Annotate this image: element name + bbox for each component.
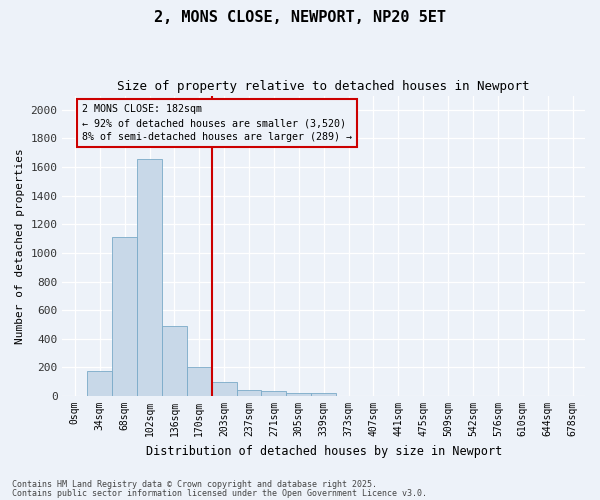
Bar bbox=[137, 158, 162, 396]
Text: Contains public sector information licensed under the Open Government Licence v3: Contains public sector information licen… bbox=[12, 490, 427, 498]
X-axis label: Distribution of detached houses by size in Newport: Distribution of detached houses by size … bbox=[146, 444, 502, 458]
Bar bbox=[187, 366, 212, 396]
Bar bbox=[88, 371, 112, 396]
Bar bbox=[286, 393, 311, 396]
Bar bbox=[236, 390, 262, 396]
Bar bbox=[162, 326, 187, 396]
Bar bbox=[262, 391, 286, 396]
Text: 2, MONS CLOSE, NEWPORT, NP20 5ET: 2, MONS CLOSE, NEWPORT, NP20 5ET bbox=[154, 10, 446, 25]
Bar bbox=[311, 393, 336, 396]
Title: Size of property relative to detached houses in Newport: Size of property relative to detached ho… bbox=[118, 80, 530, 93]
Bar bbox=[112, 237, 137, 396]
Bar bbox=[212, 382, 236, 396]
Text: Contains HM Land Registry data © Crown copyright and database right 2025.: Contains HM Land Registry data © Crown c… bbox=[12, 480, 377, 489]
Y-axis label: Number of detached properties: Number of detached properties bbox=[15, 148, 25, 344]
Text: 2 MONS CLOSE: 182sqm
← 92% of detached houses are smaller (3,520)
8% of semi-det: 2 MONS CLOSE: 182sqm ← 92% of detached h… bbox=[82, 104, 352, 142]
